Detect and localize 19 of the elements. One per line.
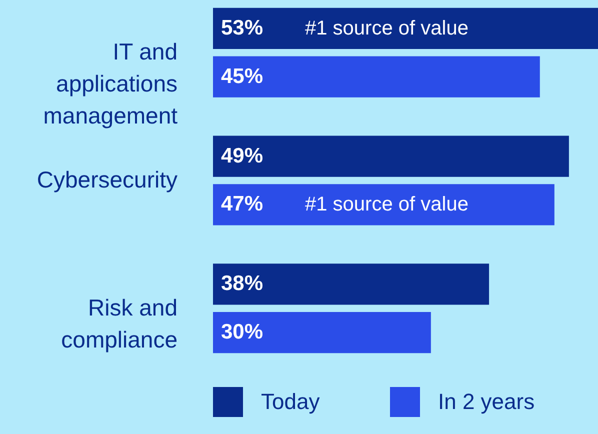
annotation: #1 source of value <box>305 17 468 40</box>
data-label: 45% <box>221 64 264 88</box>
data-label: 47% <box>221 192 264 216</box>
y-tick-label: IT and applications management <box>43 38 178 129</box>
bar <box>213 8 598 49</box>
legend-label: Today <box>261 389 320 414</box>
data-label: 49% <box>221 144 264 168</box>
bar <box>213 136 569 177</box>
y-tick-label: Cybersecurity <box>36 166 178 192</box>
data-label: 30% <box>221 320 264 344</box>
bar <box>213 184 554 226</box>
bar <box>213 56 540 98</box>
annotation: #1 source of value <box>305 194 468 216</box>
data-label: 53% <box>221 16 264 40</box>
legend-label: In 2 years <box>438 389 535 414</box>
data-label: 38% <box>221 272 264 296</box>
bar <box>213 264 490 305</box>
y-tick-label: Risk and compliance <box>61 294 178 352</box>
bar <box>213 312 431 354</box>
